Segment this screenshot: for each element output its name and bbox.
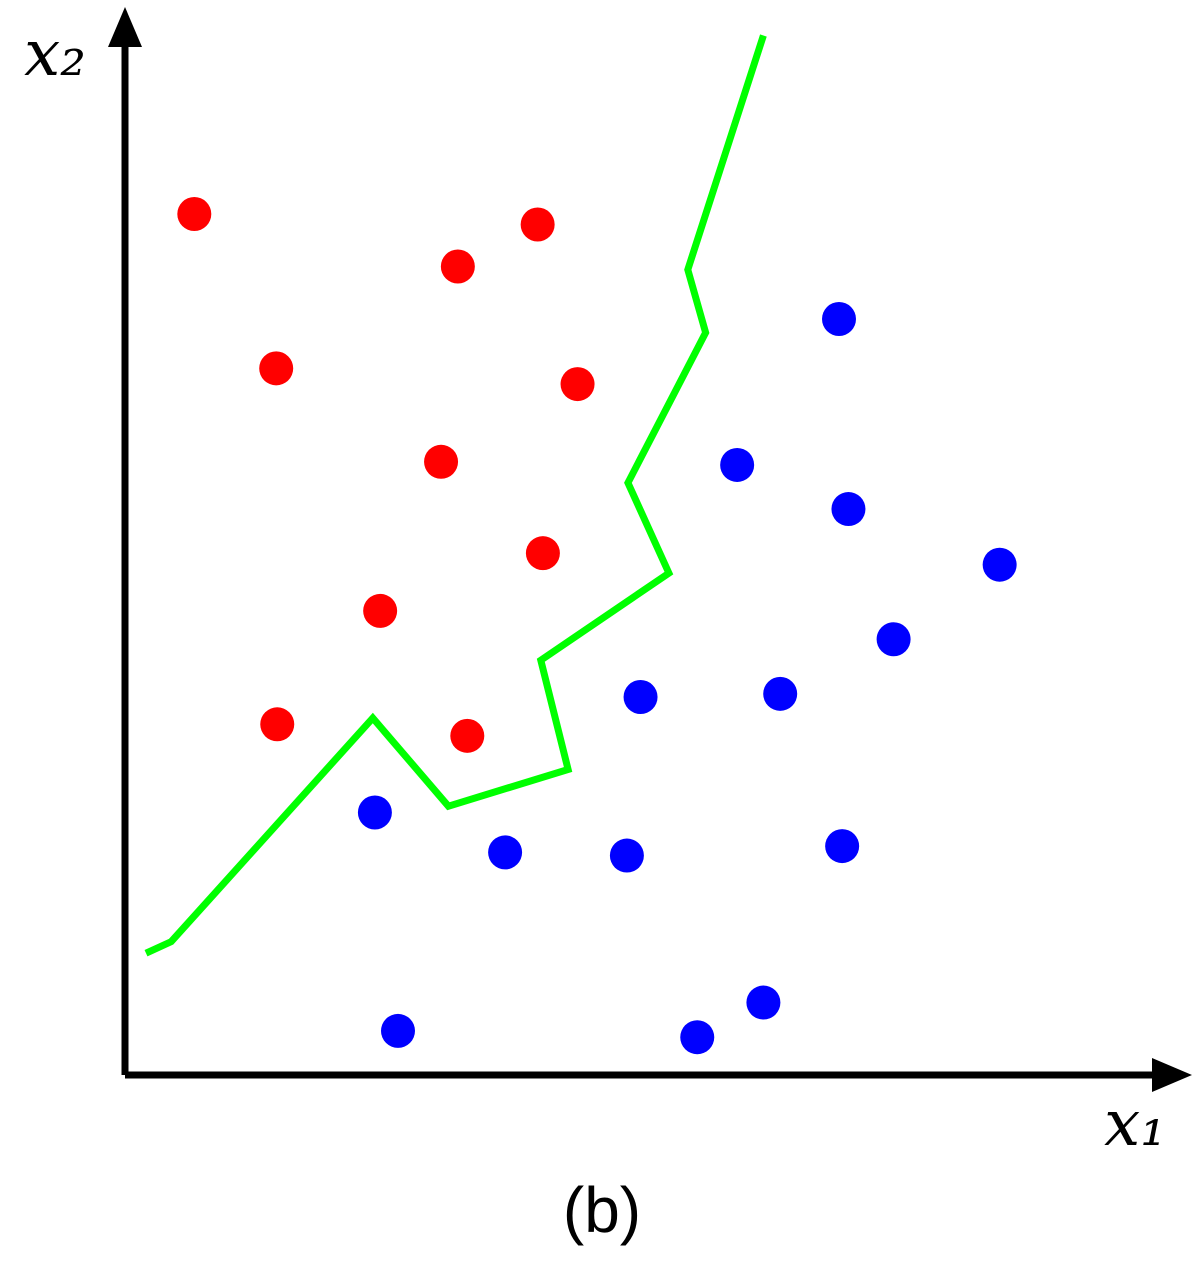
point — [363, 593, 398, 628]
axes — [108, 7, 1192, 1092]
point — [876, 622, 911, 657]
point — [488, 835, 523, 870]
point — [440, 249, 475, 284]
point — [520, 207, 555, 242]
point — [720, 447, 755, 482]
point — [357, 795, 392, 830]
point — [680, 1020, 715, 1055]
point — [746, 985, 781, 1020]
x-axis-label: x₁ — [1104, 1087, 1166, 1161]
point — [259, 351, 294, 386]
point — [822, 302, 856, 336]
point — [831, 492, 866, 527]
point — [560, 367, 595, 402]
x-arrow — [1152, 1058, 1192, 1092]
point — [450, 718, 485, 753]
point — [982, 547, 1017, 582]
caption: (b) — [563, 1174, 641, 1246]
point — [424, 444, 459, 479]
y-arrow — [108, 7, 142, 47]
point — [763, 676, 798, 711]
boundary-line — [144, 34, 767, 957]
point — [177, 197, 212, 231]
point — [381, 1013, 415, 1048]
point — [260, 707, 295, 742]
point — [609, 838, 644, 873]
y-axis-label: x₂ — [24, 17, 86, 91]
point — [525, 536, 560, 571]
point — [623, 680, 658, 714]
point — [825, 829, 860, 864]
